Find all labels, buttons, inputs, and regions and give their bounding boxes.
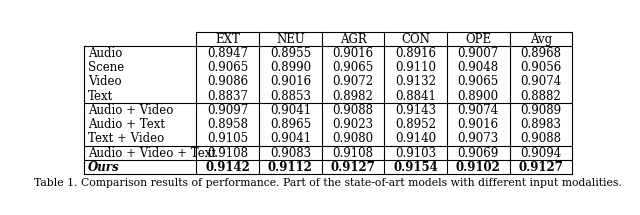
Text: 0.9080: 0.9080 — [332, 132, 374, 145]
Text: 0.9089: 0.9089 — [520, 104, 561, 117]
Text: 0.9065: 0.9065 — [207, 61, 248, 74]
Text: 0.9007: 0.9007 — [458, 47, 499, 60]
Text: 0.9056: 0.9056 — [520, 61, 561, 74]
Text: 0.8968: 0.8968 — [520, 47, 561, 60]
Text: 0.9065: 0.9065 — [332, 61, 374, 74]
Text: 0.9132: 0.9132 — [395, 75, 436, 88]
Text: 0.9041: 0.9041 — [270, 132, 311, 145]
Text: EXT: EXT — [215, 33, 240, 46]
Text: 0.9086: 0.9086 — [207, 75, 248, 88]
Text: 0.9105: 0.9105 — [207, 132, 248, 145]
Text: 0.9140: 0.9140 — [395, 132, 436, 145]
Text: 0.8900: 0.8900 — [458, 90, 499, 103]
Text: CON: CON — [401, 33, 430, 46]
Text: 0.9072: 0.9072 — [332, 75, 374, 88]
Text: 0.9041: 0.9041 — [270, 104, 311, 117]
Text: 0.8990: 0.8990 — [270, 61, 311, 74]
Text: 0.9016: 0.9016 — [458, 118, 499, 131]
Text: 0.9127: 0.9127 — [518, 161, 563, 174]
Text: 0.9142: 0.9142 — [205, 161, 250, 174]
Text: Audio + Text: Audio + Text — [88, 118, 165, 131]
Text: 0.8952: 0.8952 — [395, 118, 436, 131]
Text: Audio: Audio — [88, 47, 122, 60]
Text: 0.9016: 0.9016 — [332, 47, 374, 60]
Text: Audio + Video: Audio + Video — [88, 104, 173, 117]
Text: Text + Video: Text + Video — [88, 132, 164, 145]
Text: Scene: Scene — [88, 61, 124, 74]
Text: 0.9112: 0.9112 — [268, 161, 313, 174]
Text: 0.9073: 0.9073 — [458, 132, 499, 145]
Text: 0.9048: 0.9048 — [458, 61, 499, 74]
Text: Table 1. Comparison results of performance. Part of the state-of-art models with: Table 1. Comparison results of performan… — [34, 178, 622, 188]
Text: 0.9016: 0.9016 — [270, 75, 311, 88]
Text: 0.8837: 0.8837 — [207, 90, 248, 103]
Text: 0.9102: 0.9102 — [456, 161, 500, 174]
Text: 0.8982: 0.8982 — [333, 90, 373, 103]
Text: 0.9088: 0.9088 — [520, 132, 561, 145]
Text: 0.9094: 0.9094 — [520, 147, 561, 160]
Text: 0.9110: 0.9110 — [395, 61, 436, 74]
Text: 0.8965: 0.8965 — [270, 118, 311, 131]
Text: Video: Video — [88, 75, 122, 88]
Text: 0.9127: 0.9127 — [330, 161, 376, 174]
Text: 0.9108: 0.9108 — [207, 147, 248, 160]
Text: 0.9103: 0.9103 — [395, 147, 436, 160]
Text: AGR: AGR — [340, 33, 366, 46]
Text: 0.8983: 0.8983 — [520, 118, 561, 131]
Text: 0.8853: 0.8853 — [270, 90, 311, 103]
Text: Ours: Ours — [88, 161, 120, 174]
Text: 0.9154: 0.9154 — [393, 161, 438, 174]
Text: NEU: NEU — [276, 33, 305, 46]
Text: 0.9143: 0.9143 — [395, 104, 436, 117]
Text: 0.8958: 0.8958 — [207, 118, 248, 131]
Text: 0.9108: 0.9108 — [332, 147, 374, 160]
Text: 0.9088: 0.9088 — [332, 104, 374, 117]
Text: 0.9023: 0.9023 — [332, 118, 374, 131]
Text: 0.8947: 0.8947 — [207, 47, 248, 60]
Text: 0.8916: 0.8916 — [395, 47, 436, 60]
Text: 0.8841: 0.8841 — [395, 90, 436, 103]
Text: OPE: OPE — [465, 33, 492, 46]
Text: Avg: Avg — [530, 33, 552, 46]
Text: Text: Text — [88, 90, 113, 103]
Text: 0.9074: 0.9074 — [458, 104, 499, 117]
Text: 0.9097: 0.9097 — [207, 104, 248, 117]
Text: 0.9069: 0.9069 — [458, 147, 499, 160]
Text: 0.8882: 0.8882 — [520, 90, 561, 103]
Text: 0.9065: 0.9065 — [458, 75, 499, 88]
Text: Audio + Video + Text: Audio + Video + Text — [88, 147, 216, 160]
Text: 0.9074: 0.9074 — [520, 75, 561, 88]
Text: 0.8955: 0.8955 — [270, 47, 311, 60]
Text: 0.9083: 0.9083 — [270, 147, 311, 160]
